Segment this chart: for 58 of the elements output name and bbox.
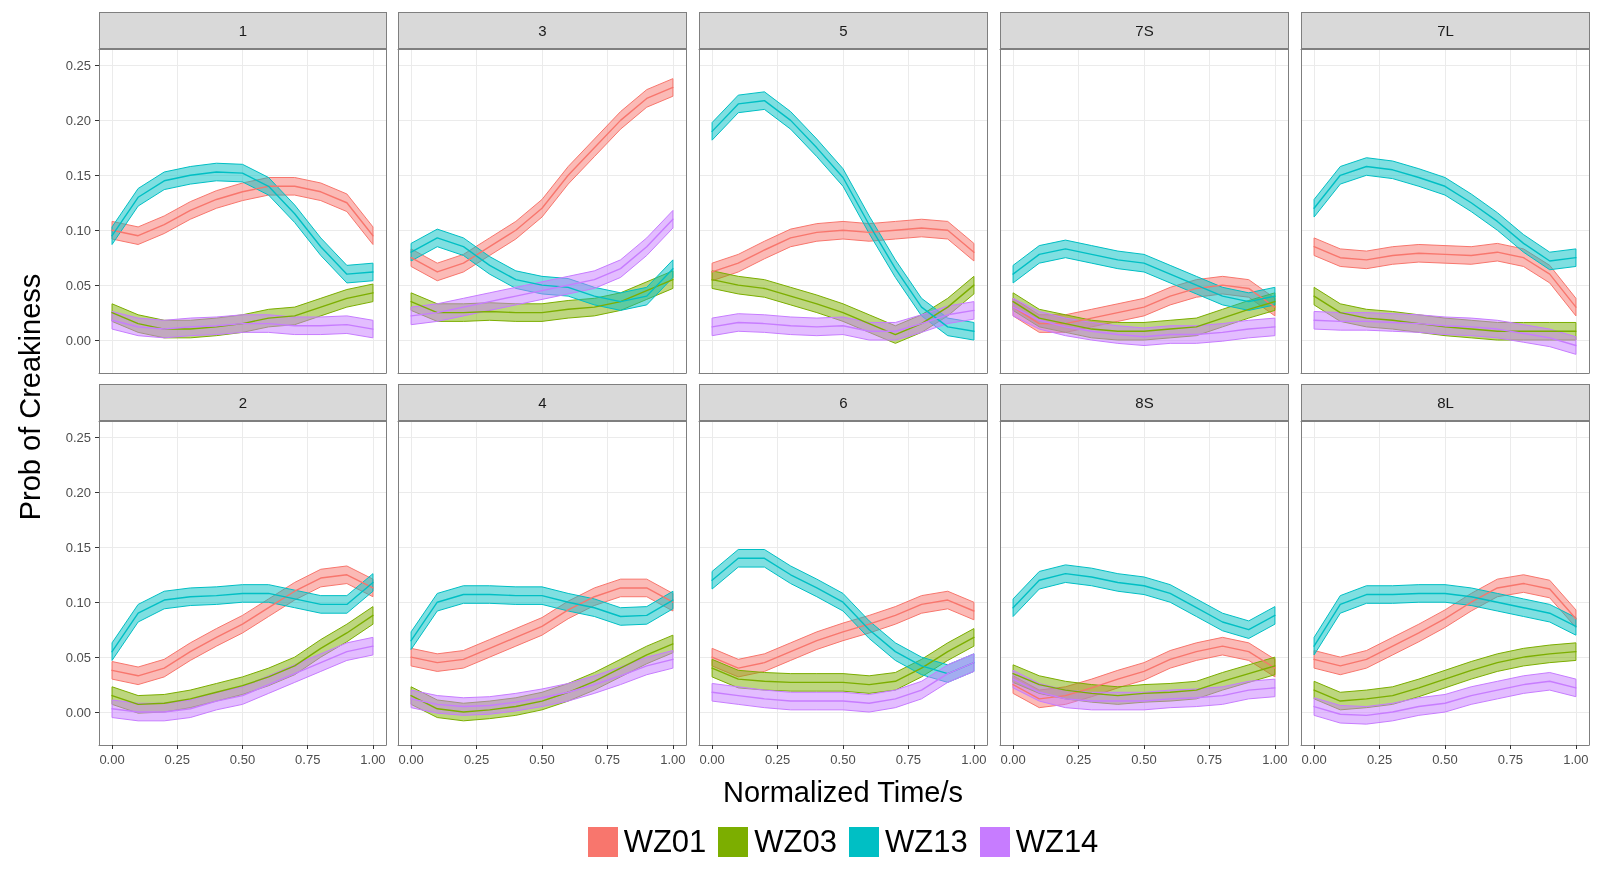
chart-title: 7S [1135, 22, 1154, 39]
x-tick-label: 0.25 [764, 752, 791, 767]
x-tick-label: 0.25 [463, 752, 490, 767]
x-tick-label: 0.00 [699, 752, 725, 767]
x-tick-label: 0.75 [1497, 752, 1524, 767]
x-tick-label: 0.00 [99, 752, 125, 767]
chart-title: 3 [538, 22, 547, 39]
y-tick-label: 0.05 [65, 277, 91, 293]
y-axis-title: Prob of Creakiness [13, 273, 47, 521]
x-tick-label: 0.00 [1301, 752, 1327, 767]
x-tick-label: 0.50 [229, 752, 256, 767]
x-tick-label: 0.50 [529, 752, 555, 767]
x-tick-label: 0.50 [1131, 752, 1157, 767]
chart-title: 7L [1437, 22, 1454, 39]
chart-title: 2 [238, 394, 248, 411]
legend-label: WZ13 [885, 824, 968, 860]
y-tick-label: 0.20 [65, 112, 91, 128]
y-tick-label: 0.05 [65, 649, 91, 665]
y-tick-label: 0.25 [65, 57, 91, 73]
x-tick-label: 0.75 [1196, 752, 1223, 767]
y-tick-label: 0.10 [65, 222, 91, 238]
chart-title: 1 [238, 22, 248, 39]
y-tick-label: 0.00 [65, 332, 91, 348]
x-tick-label: 0.75 [295, 752, 321, 767]
y-tick-label: 0.15 [65, 539, 91, 555]
x-tick-label: 1.00 [1563, 752, 1589, 767]
chart-title: 6 [839, 394, 848, 411]
y-tick-label: 0.25 [65, 429, 91, 445]
x-tick-label: 0.50 [1432, 752, 1458, 767]
line-series [111, 581, 374, 653]
y-tick-label: 0.20 [65, 484, 91, 500]
x-axis-title: Normalized Time/s [722, 775, 964, 809]
y-tick-label: 0.00 [65, 704, 91, 720]
chart-title: 8S [1135, 394, 1154, 411]
line-series [111, 645, 374, 713]
chart-title: 4 [538, 394, 547, 411]
x-tick-label: 0.75 [594, 752, 621, 767]
x-tick-label: 0.25 [1366, 752, 1393, 767]
line-series [111, 319, 374, 330]
line-series [111, 292, 374, 330]
x-tick-label: 1.00 [1262, 752, 1288, 767]
y-tick-label: 0.15 [65, 167, 91, 183]
x-tick-label: 0.25 [164, 752, 190, 767]
legend-label: WZ14 [1015, 824, 1099, 860]
x-tick-label: 1.00 [961, 752, 987, 767]
chart-title: 8L [1437, 394, 1454, 411]
line-series [111, 185, 374, 237]
x-tick-label: 0.75 [895, 752, 922, 767]
x-tick-label: 1.00 [660, 752, 686, 767]
legend-label: WZ01 [623, 824, 707, 860]
y-tick-label: 0.10 [65, 594, 91, 610]
x-tick-label: 0.00 [398, 752, 424, 767]
x-tick-label: 0.25 [1065, 752, 1092, 767]
chart-title: 5 [839, 22, 848, 39]
x-tick-label: 0.50 [830, 752, 856, 767]
x-tick-label: 1.00 [360, 752, 386, 767]
x-tick-label: 0.00 [1000, 752, 1026, 767]
legend-label: WZ03 [754, 824, 837, 860]
